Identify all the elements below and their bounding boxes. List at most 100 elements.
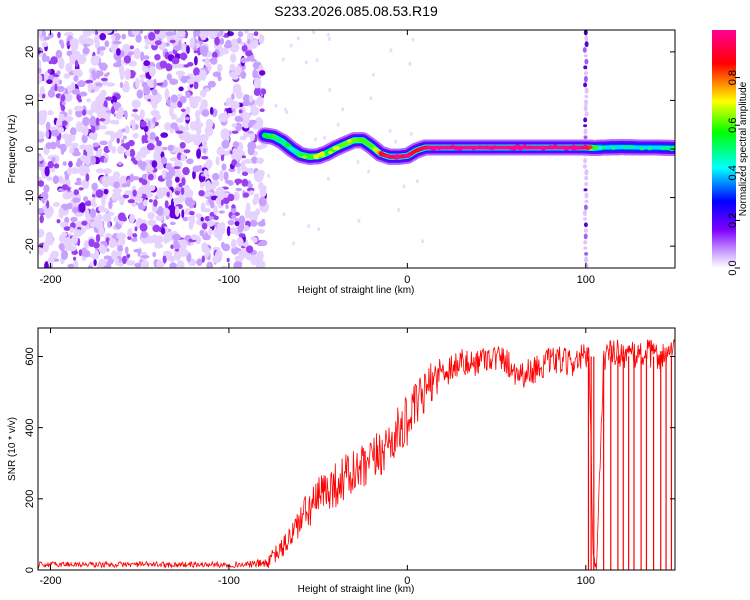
noise-blob bbox=[95, 117, 100, 126]
noise-blob bbox=[127, 228, 133, 237]
noise-blob bbox=[124, 190, 134, 196]
noise-blob bbox=[155, 214, 164, 222]
noise-blob bbox=[65, 62, 73, 73]
noise-blob bbox=[131, 119, 136, 132]
noise-blob bbox=[220, 153, 225, 162]
noise-blob bbox=[160, 227, 166, 235]
noise-blob bbox=[119, 196, 125, 206]
noise-blob bbox=[244, 30, 249, 34]
noise-blob bbox=[73, 189, 80, 196]
noise-blob bbox=[47, 69, 52, 74]
noise-blob bbox=[207, 63, 212, 72]
artifact-blob bbox=[583, 222, 588, 228]
noise-blob bbox=[159, 60, 168, 69]
noise-blob bbox=[147, 173, 154, 181]
noise-blob bbox=[204, 232, 209, 241]
noise-blob bbox=[54, 83, 58, 92]
noise-blob bbox=[238, 233, 246, 238]
noise-blob bbox=[246, 245, 254, 254]
noise-speck bbox=[328, 87, 332, 92]
noise-blob bbox=[116, 48, 121, 56]
noise-blob bbox=[259, 187, 267, 198]
noise-blob bbox=[213, 215, 219, 221]
noise-blob bbox=[240, 221, 245, 231]
noise-speck bbox=[402, 184, 406, 189]
noise-blob bbox=[43, 36, 51, 41]
noise-blob bbox=[189, 36, 195, 49]
noise-blob bbox=[257, 220, 266, 227]
noise-blob bbox=[226, 257, 230, 263]
noise-blob bbox=[231, 239, 237, 249]
noise-blob bbox=[240, 41, 245, 46]
noise-blob bbox=[173, 239, 179, 249]
noise-blob bbox=[116, 137, 120, 144]
noise-blob bbox=[201, 181, 209, 187]
noise-blob bbox=[43, 184, 50, 193]
noise-blob bbox=[149, 132, 156, 140]
noise-blob bbox=[193, 81, 199, 90]
noise-blob bbox=[129, 148, 136, 158]
noise-blob bbox=[51, 157, 56, 162]
noise-blob bbox=[148, 32, 156, 41]
noise-blob bbox=[139, 223, 148, 232]
noise-blob bbox=[170, 264, 175, 268]
noise-blob bbox=[97, 147, 103, 155]
noise-blob bbox=[99, 140, 108, 146]
ridge-spot bbox=[384, 154, 390, 158]
artifact-blob bbox=[583, 135, 588, 140]
noise-blob bbox=[56, 70, 61, 76]
noise-blob bbox=[215, 187, 225, 194]
noise-blob bbox=[76, 177, 82, 183]
noise-blob bbox=[56, 219, 61, 224]
noise-blob bbox=[67, 108, 73, 116]
noise-blob bbox=[112, 40, 122, 45]
noise-blob bbox=[232, 75, 239, 80]
noise-blob bbox=[204, 87, 210, 93]
ridge-spot bbox=[264, 135, 270, 139]
noise-blob bbox=[217, 63, 223, 73]
noise-blob bbox=[58, 79, 63, 85]
noise-blob bbox=[71, 250, 78, 256]
noise-blob bbox=[199, 89, 207, 98]
noise-blob bbox=[206, 261, 214, 268]
noise-blob bbox=[144, 164, 154, 173]
noise-blob bbox=[180, 153, 186, 162]
noise-blob bbox=[110, 106, 116, 115]
x-tick-label: -100 bbox=[218, 575, 240, 587]
noise-blob bbox=[95, 96, 104, 104]
noise-blob bbox=[141, 81, 148, 88]
ridge-spot bbox=[405, 154, 411, 158]
noise-blob bbox=[131, 237, 138, 242]
noise-blob bbox=[217, 75, 222, 82]
noise-blob bbox=[100, 77, 108, 82]
noise-blob bbox=[45, 129, 50, 139]
noise-blob bbox=[169, 78, 179, 85]
noise-blob bbox=[69, 54, 76, 65]
noise-blob bbox=[92, 194, 96, 198]
noise-blob bbox=[213, 227, 224, 239]
noise-blob bbox=[234, 65, 242, 76]
ridge-spot bbox=[527, 145, 533, 149]
ridge-spot bbox=[552, 144, 558, 149]
ridge-spot bbox=[484, 145, 490, 149]
ridge-spot bbox=[647, 146, 653, 151]
noise-blob bbox=[148, 199, 153, 203]
noise-blob bbox=[255, 264, 263, 268]
noise-blob bbox=[123, 135, 127, 140]
noise-blob bbox=[53, 163, 60, 169]
noise-blob bbox=[170, 122, 178, 129]
colorbar-gradient bbox=[712, 30, 736, 268]
artifact-blob bbox=[583, 217, 587, 221]
noise-blob bbox=[163, 79, 168, 88]
noise-blob bbox=[122, 255, 127, 265]
noise-blob bbox=[151, 88, 158, 96]
noise-blob bbox=[47, 89, 56, 98]
noise-blob bbox=[46, 200, 50, 209]
noise-blob bbox=[46, 176, 53, 181]
noise-blob bbox=[191, 234, 198, 241]
noise-blob bbox=[58, 113, 65, 122]
ridge-spot bbox=[334, 146, 340, 150]
noise-blob bbox=[67, 35, 74, 40]
noise-blob bbox=[259, 239, 268, 247]
